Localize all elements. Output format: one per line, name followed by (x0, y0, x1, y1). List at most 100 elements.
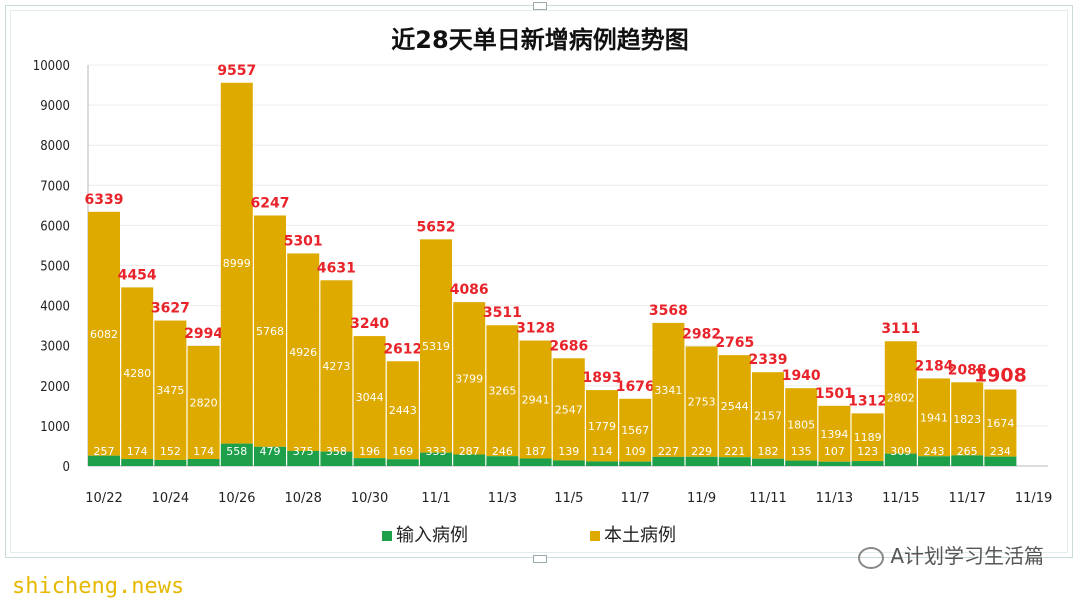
bar-local (386, 361, 419, 460)
data-label-local: 3799 (455, 372, 483, 385)
data-label-import: 139 (558, 445, 579, 458)
data-label-local: 1823 (953, 413, 981, 426)
data-label-local: 2157 (754, 409, 782, 422)
data-label-import: 287 (459, 445, 480, 458)
bar-local (287, 253, 320, 451)
x-tick-label: 11/13 (816, 491, 853, 506)
data-label-local: 1567 (621, 424, 649, 437)
data-label-import: 114 (592, 445, 613, 458)
data-label-local: 4926 (289, 346, 317, 359)
legend-import-label: 输入病例 (396, 525, 468, 546)
chart-title: 近28天单日新增病例趋势图 (391, 26, 689, 54)
bar-local (785, 388, 818, 461)
data-label-total: 4454 (118, 267, 157, 283)
y-tick-label: 2000 (40, 380, 70, 395)
bar-import (818, 461, 851, 466)
x-tick-label: 11/9 (687, 491, 716, 506)
wechat-icon (858, 546, 885, 569)
data-label-local: 6082 (90, 328, 118, 341)
bar-import (88, 455, 120, 466)
bar-import (752, 458, 784, 466)
data-label-import: 227 (658, 445, 679, 458)
data-label-local: 1779 (588, 420, 616, 433)
data-label-local: 1674 (986, 417, 1014, 430)
data-label-total: 1893 (583, 370, 622, 386)
data-label-local: 4273 (322, 360, 350, 373)
bar-local (254, 215, 286, 447)
bar-local (818, 405, 851, 462)
data-label-total: 1940 (782, 368, 821, 384)
data-label-import: 196 (359, 445, 380, 458)
x-tick-label: 10/30 (351, 491, 388, 506)
bar-import (685, 456, 718, 466)
y-tick-label: 8000 (40, 139, 70, 154)
data-label-import: 246 (492, 445, 513, 458)
data-label-total: 3128 (516, 321, 555, 337)
data-label-local: 5768 (256, 325, 284, 338)
bar-local (918, 378, 950, 457)
data-label-local: 1941 (920, 411, 948, 424)
bar-local (519, 340, 552, 459)
data-label-import: 358 (326, 445, 347, 458)
data-label-import: 174 (193, 445, 214, 458)
x-tick-label: 11/11 (749, 491, 786, 506)
data-label-import: 333 (426, 445, 447, 458)
x-tick-label: 11/3 (488, 491, 517, 506)
data-label-total: 1676 (616, 379, 655, 395)
resize-handle-bottom[interactable] (533, 555, 547, 563)
data-label-total: 2982 (682, 326, 721, 342)
data-label-local: 3265 (488, 385, 516, 398)
bar-import (519, 458, 552, 466)
bar-import (851, 461, 884, 466)
data-label-import: 152 (160, 445, 181, 458)
bar-local (320, 280, 353, 452)
bar-local (951, 382, 984, 456)
bar-import (320, 451, 353, 466)
data-label-total: 4086 (450, 282, 489, 298)
resize-handle-top[interactable] (533, 2, 547, 10)
y-tick-label: 7000 (40, 179, 70, 194)
data-label-local: 5319 (422, 340, 450, 353)
x-tick-label: 11/17 (948, 491, 985, 506)
bar-import (918, 456, 950, 466)
data-label-import: 169 (392, 445, 413, 458)
data-label-import: 221 (724, 445, 745, 458)
x-tick-label: 11/19 (1015, 491, 1052, 506)
data-label-local: 2544 (721, 400, 749, 413)
data-label-total: 5652 (417, 219, 456, 235)
y-tick-label: 4000 (40, 300, 70, 315)
bar-local (586, 390, 618, 462)
bar-local (88, 211, 120, 456)
bar-import (785, 460, 818, 466)
data-label-import: 123 (857, 445, 878, 458)
data-label-local: 1805 (787, 418, 815, 431)
data-label-local: 2941 (522, 394, 550, 407)
x-tick-label: 10/22 (85, 491, 122, 506)
bar-import (652, 456, 685, 466)
data-label-total: 3111 (881, 321, 920, 337)
bar-import (619, 461, 652, 466)
x-tick-label: 10/26 (218, 491, 255, 506)
data-label-import: 243 (924, 445, 945, 458)
watermark-brand-text: A计划学习生活篇 (890, 544, 1044, 568)
bar-local (121, 287, 154, 460)
data-label-total: 3240 (350, 316, 389, 332)
y-tick-label: 3000 (40, 340, 70, 355)
bar-local (220, 82, 253, 444)
bar-local (552, 358, 585, 461)
data-label-total: 6247 (251, 195, 290, 211)
data-label-local: 2802 (887, 391, 915, 404)
data-label-import: 375 (293, 445, 314, 458)
data-label-total: 2765 (715, 335, 754, 351)
y-tick-label: 6000 (40, 219, 70, 234)
bar-import (984, 456, 1017, 466)
watermark-brand: A计划学习生活篇 (858, 540, 1044, 569)
data-label-total: 4631 (317, 260, 356, 276)
data-label-import: 265 (957, 445, 978, 458)
bar-local (884, 341, 917, 454)
data-label-total: 2686 (549, 338, 588, 354)
bar-import (187, 459, 220, 466)
bar-local (453, 302, 486, 455)
data-label-total: 3627 (151, 301, 190, 317)
data-label-import: 234 (990, 445, 1011, 458)
